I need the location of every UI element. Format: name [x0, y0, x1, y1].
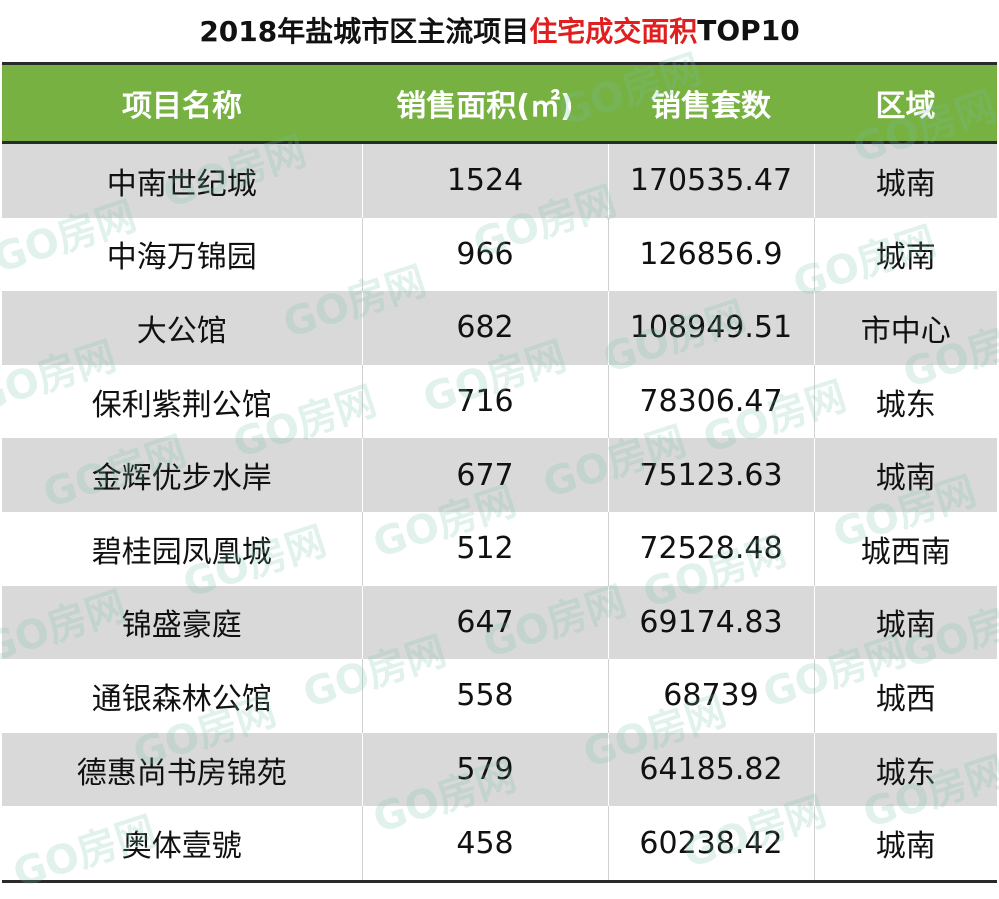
table-row: 大公馆 682 108949.51 市中心	[2, 291, 997, 365]
cell-sales-units: 60238.42	[607, 806, 814, 883]
title-suffix: TOP10	[697, 13, 800, 47]
title-highlight: 住宅成交面积	[529, 15, 698, 48]
cell-district: 城南	[813, 142, 997, 218]
title-prefix: 2018年盐城市区主流项目	[199, 15, 530, 48]
table-row: 保利紫荆公馆 716 78306.47 城东	[2, 364, 997, 439]
cell-district: 城南	[813, 217, 997, 292]
cell-sales-units: 170535.47	[607, 142, 814, 218]
cell-sales-units: 72528.48	[607, 511, 814, 586]
header-district: 区域	[814, 62, 997, 144]
cell-district: 城南	[813, 585, 997, 660]
cell-project-name: 中海万锦园	[2, 217, 362, 292]
cell-project-name: 锦盛豪庭	[2, 585, 362, 660]
cell-sales-area: 682	[361, 291, 608, 365]
cell-sales-units: 126856.9	[607, 217, 814, 292]
table-row: 金辉优步水岸 677 75123.63 城南	[2, 438, 997, 512]
header-project-name: 项目名称	[2, 62, 362, 144]
table-row: 碧桂园凤凰城 512 72528.48 城西南	[2, 511, 997, 586]
cell-sales-area: 512	[361, 511, 608, 586]
table-row: 中海万锦园 966 126856.9 城南	[2, 217, 997, 292]
cell-district: 城东	[813, 732, 997, 807]
cell-sales-area: 966	[361, 217, 608, 292]
cell-sales-area: 677	[361, 438, 608, 512]
cell-project-name: 保利紫荆公馆	[2, 364, 362, 439]
cell-sales-units: 108949.51	[607, 291, 814, 365]
cell-district: 城南	[813, 438, 997, 512]
cell-sales-area: 579	[361, 732, 608, 807]
cell-sales-area: 1524	[361, 142, 608, 218]
cell-district: 城东	[813, 364, 997, 439]
table-row: 中南世纪城 1524 170535.47 城南	[2, 142, 997, 218]
cell-sales-area: 647	[361, 585, 608, 660]
cell-project-name: 碧桂园凤凰城	[2, 511, 362, 586]
page-title: 2018年盐城市区主流项目 住宅成交面积 TOP10	[0, 0, 999, 60]
table-header-row: 项目名称 销售面积(㎡) 销售套数 区域	[2, 62, 997, 144]
cell-district: 城西南	[813, 511, 997, 586]
cell-sales-area: 458	[361, 806, 608, 883]
cell-project-name: 金辉优步水岸	[2, 438, 362, 512]
cell-sales-units: 75123.63	[607, 438, 814, 512]
table-row: 通银森林公馆 558 68739 城西	[2, 659, 997, 733]
cell-sales-units: 64185.82	[607, 732, 814, 807]
cell-district: 市中心	[813, 291, 997, 365]
cell-sales-area: 716	[361, 364, 608, 439]
cell-sales-units: 68739	[607, 659, 814, 733]
cell-district: 城南	[813, 806, 997, 883]
cell-project-name: 奥体壹號	[2, 806, 362, 883]
header-sales-area: 销售面积(㎡)	[362, 62, 608, 144]
table-row: 奥体壹號 458 60238.42 城南	[2, 806, 997, 883]
cell-sales-units: 69174.83	[607, 585, 814, 660]
cell-project-name: 中南世纪城	[2, 142, 362, 218]
cell-project-name: 大公馆	[2, 291, 362, 365]
ranking-table: 项目名称 销售面积(㎡) 销售套数 区域 中南世纪城 1524 170535.4…	[2, 62, 997, 883]
header-sales-units: 销售套数	[608, 62, 814, 144]
cell-district: 城西	[813, 659, 997, 733]
cell-project-name: 德惠尚书房锦苑	[2, 732, 362, 807]
table-row: 锦盛豪庭 647 69174.83 城南	[2, 585, 997, 660]
cell-sales-units: 78306.47	[607, 364, 814, 439]
table-row: 德惠尚书房锦苑 579 64185.82 城东	[2, 732, 997, 807]
cell-project-name: 通银森林公馆	[2, 659, 362, 733]
cell-sales-area: 558	[361, 659, 608, 733]
